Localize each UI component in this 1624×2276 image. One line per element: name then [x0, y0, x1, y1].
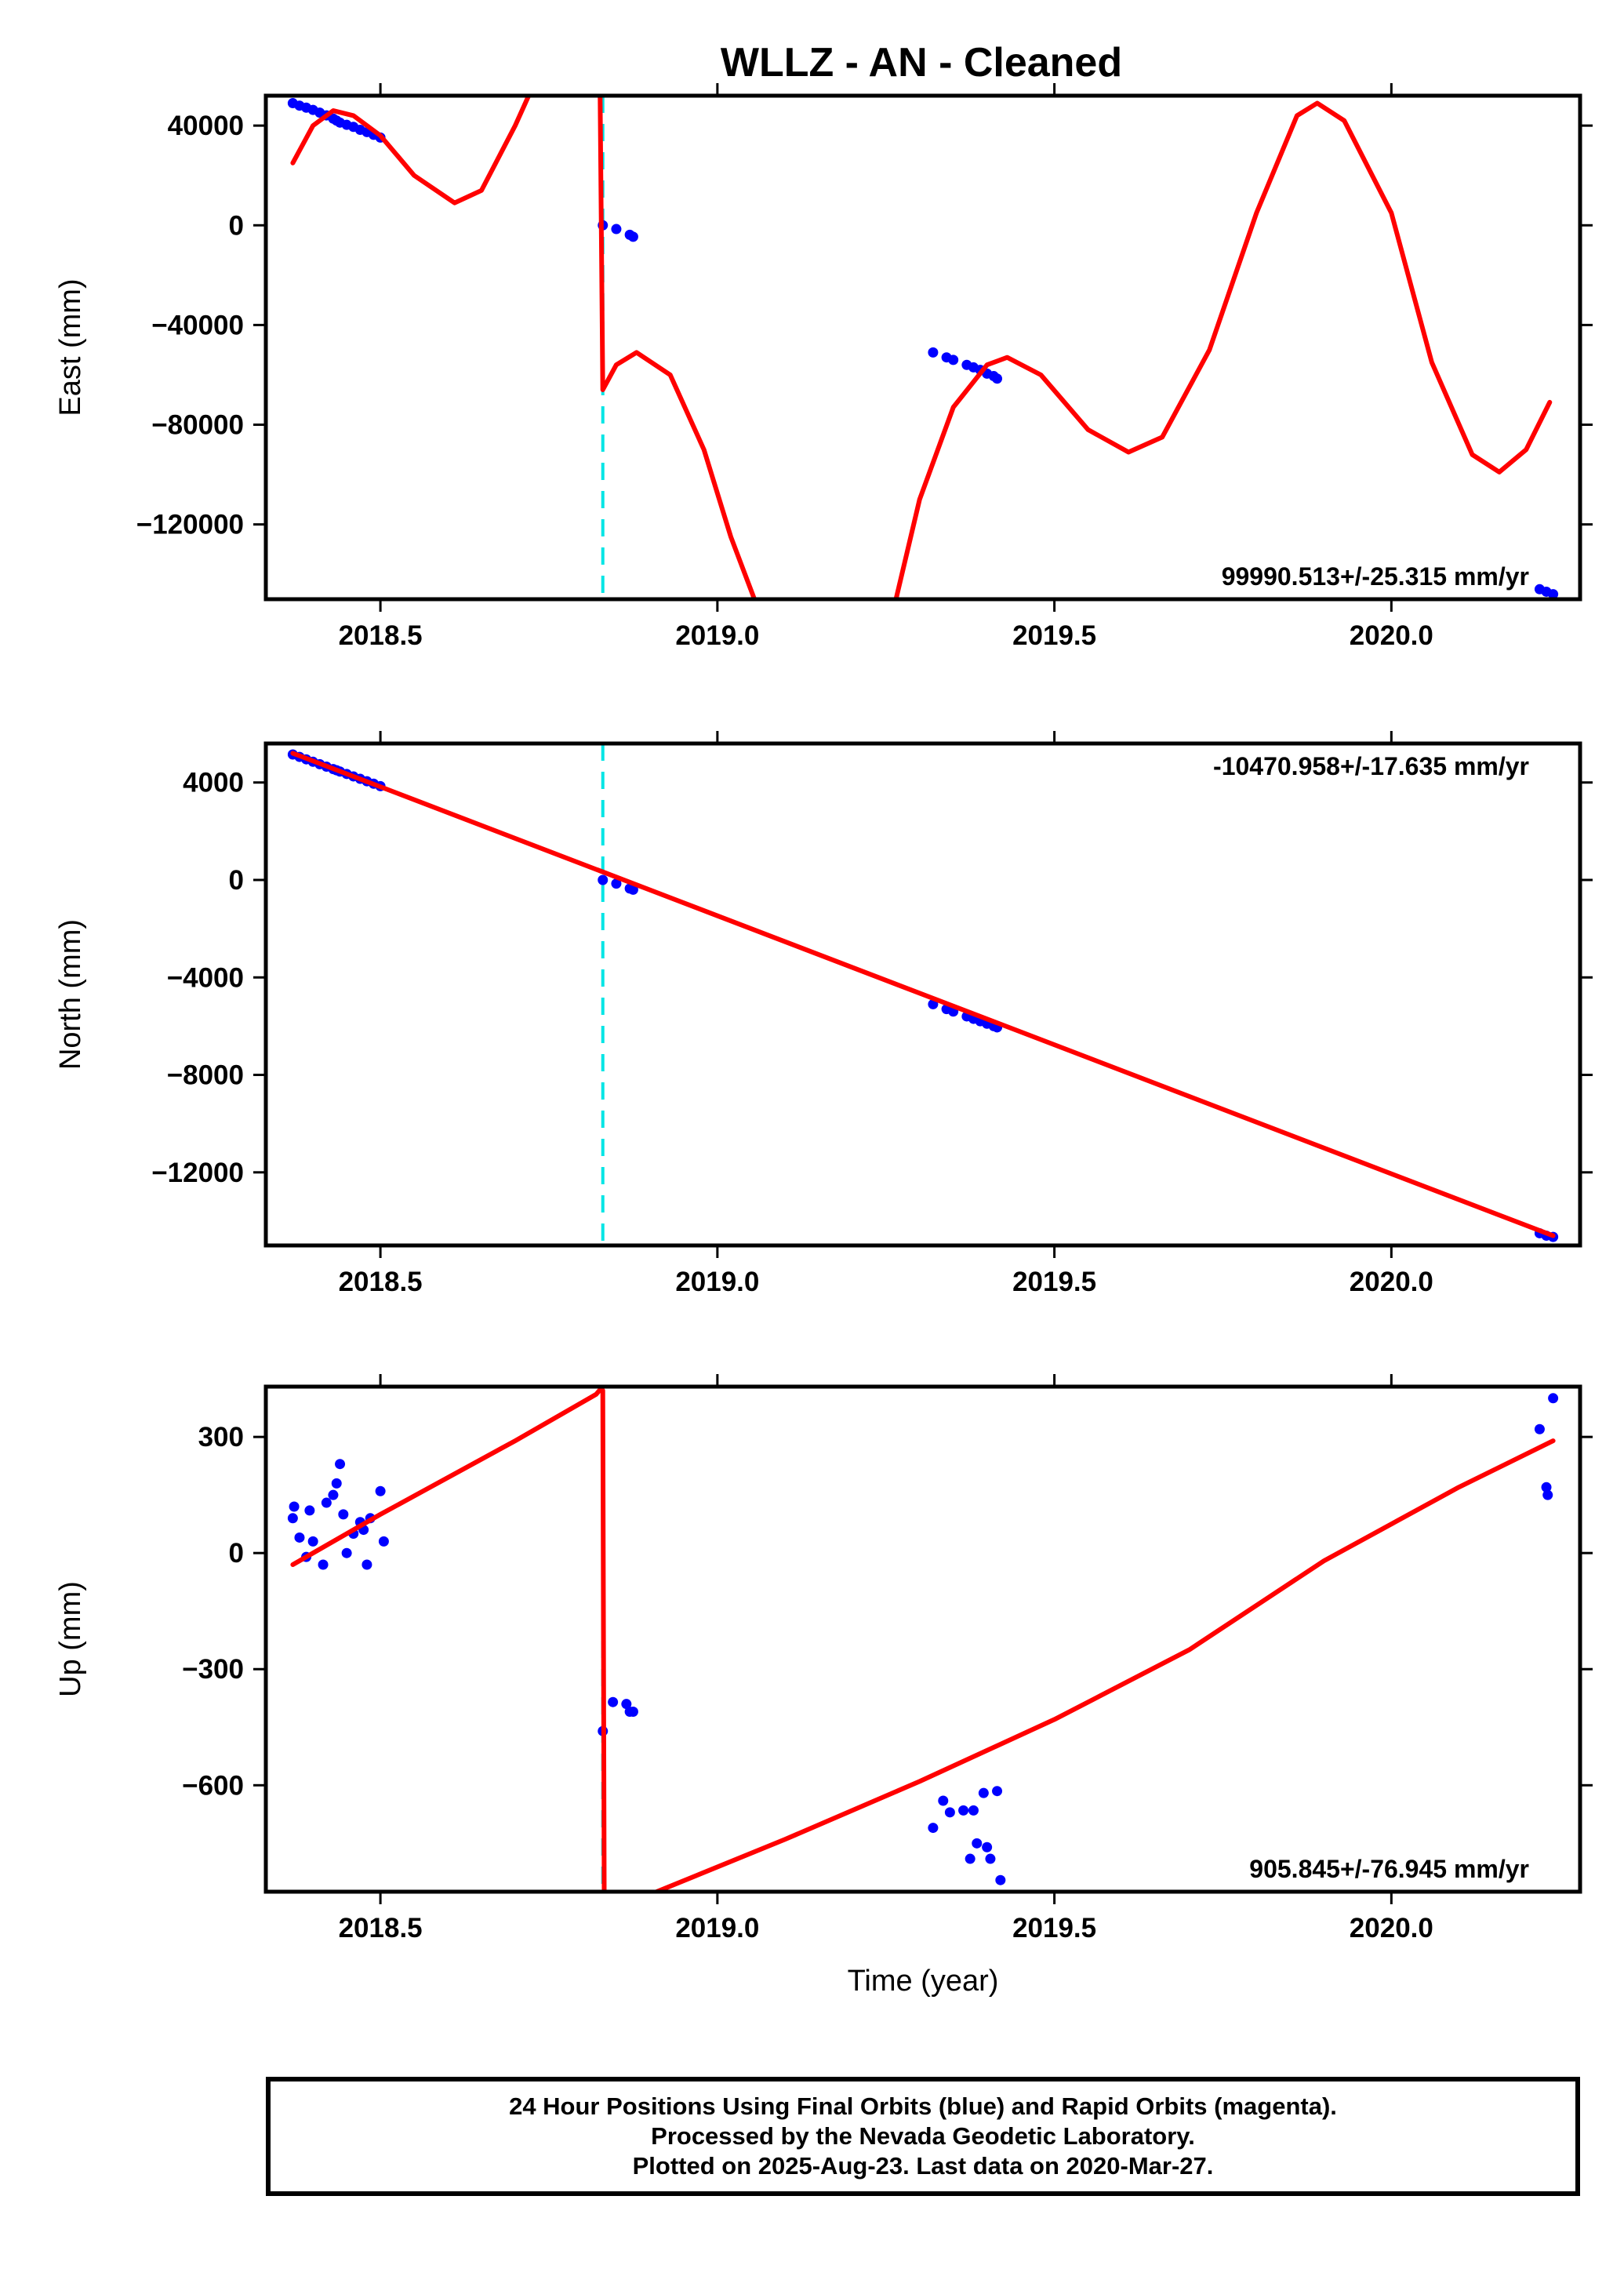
y-tick-label: −600 — [182, 1770, 244, 1801]
x-tick-label: 2018.5 — [339, 1913, 423, 1943]
data-point — [958, 1805, 969, 1816]
data-point — [611, 878, 622, 889]
data-point — [378, 1536, 389, 1547]
x-tick-label: 2019.0 — [675, 1267, 759, 1297]
data-point — [1542, 1489, 1553, 1500]
x-tick-label: 2019.0 — [675, 1913, 759, 1943]
panel-up: 2018.5 2019.0 2019.5 2020.0 300 0 −300 −600 Up (… — [54, 1374, 1593, 1998]
footer-line-1: 24 Hour Positions Using Final Orbits (bl… — [509, 2092, 1337, 2120]
data-point — [928, 1823, 939, 1834]
data-point — [287, 1513, 298, 1524]
data-point — [995, 1874, 1006, 1885]
rate-annotation: 99990.513+/-25.315 mm/yr — [1222, 562, 1529, 591]
x-tick-label: 2020.0 — [1350, 1267, 1433, 1297]
x-tick-label: 2020.0 — [1350, 620, 1433, 651]
y-tick-label: −300 — [182, 1654, 244, 1685]
data-point — [1548, 1393, 1559, 1404]
y-tick-label: 0 — [229, 210, 244, 241]
x-tick-label: 2019.0 — [675, 620, 759, 651]
y-tick-label: −4000 — [167, 962, 244, 993]
data-point — [611, 224, 622, 235]
data-point — [978, 1787, 989, 1798]
footer-line-3: Plotted on 2025-Aug-23. Last data on 202… — [632, 2152, 1214, 2180]
data-point — [375, 1485, 386, 1496]
x-tick-label: 2018.5 — [339, 1267, 423, 1297]
data-point — [627, 231, 638, 242]
data-point — [982, 1842, 993, 1852]
plot-area — [287, 96, 1559, 599]
data-point — [965, 1853, 975, 1864]
y-axis-label: East (mm) — [54, 278, 87, 416]
plot-area — [287, 1387, 1559, 1892]
data-point — [992, 1786, 1003, 1797]
data-point — [985, 1853, 996, 1864]
data-point — [331, 1478, 342, 1489]
x-tick-label: 2020.0 — [1350, 1913, 1433, 1943]
plot-frame — [263, 93, 1582, 602]
data-point — [598, 874, 609, 885]
data-point — [338, 1509, 349, 1520]
panels: 2018.5 2019.0 2019.5 2020.0400000−40000−800… — [54, 83, 1593, 1998]
y-tick-label: −8000 — [167, 1060, 244, 1091]
y-tick-label: −80000 — [151, 410, 244, 441]
y-tick-label: −12000 — [151, 1158, 244, 1188]
data-point — [944, 1807, 955, 1818]
plot-area — [287, 744, 1559, 1245]
x-tick-label: 2019.5 — [1012, 1267, 1096, 1297]
data-point — [341, 1547, 352, 1558]
footer-line-2: Processed by the Nevada Geodetic Laborat… — [651, 2122, 1195, 2150]
panel-east: 2018.5 2019.0 2019.5 2020.0 40000 0 −40000 −800… — [54, 83, 1593, 651]
y-tick-label: 0 — [229, 865, 244, 896]
y-axis-label: Up (mm) — [54, 1581, 87, 1697]
data-point — [289, 1501, 300, 1512]
data-point — [928, 347, 939, 358]
panel-north: 2018.5 2019.0 2019.5 2020.0 4000 0 −4000 −8000 −… — [54, 731, 1593, 1297]
data-point — [968, 1805, 979, 1816]
model-line — [598, 96, 758, 599]
data-point — [627, 884, 638, 895]
y-tick-label: −120000 — [136, 510, 244, 540]
data-point — [621, 1699, 632, 1710]
y-tick-label: 4000 — [183, 768, 244, 798]
x-tick-label: 2018.5 — [339, 620, 423, 651]
data-point — [304, 1505, 315, 1516]
y-tick-label: 0 — [229, 1538, 244, 1569]
rate-annotation: -10470.958+/-17.635 mm/yr — [1213, 752, 1529, 780]
data-point — [1548, 589, 1559, 599]
model-line — [654, 1438, 1556, 1892]
data-point — [627, 1707, 638, 1718]
footer-box: 24 Hour Positions Using Final Orbits (bl… — [266, 2077, 1580, 2196]
data-point — [321, 1497, 332, 1508]
data-point — [335, 1459, 346, 1470]
data-point — [1541, 1482, 1552, 1492]
y-axis-label: North (mm) — [54, 919, 87, 1070]
data-point — [307, 1536, 318, 1547]
data-point — [948, 354, 959, 365]
data-point — [972, 1838, 983, 1849]
x-tick-label: 2019.5 — [1012, 620, 1096, 651]
data-point — [938, 1795, 949, 1806]
y-tick-label: −40000 — [151, 310, 244, 340]
plot-frame — [263, 1384, 1582, 1894]
rate-annotation: 905.845+/-76.945 mm/yr — [1249, 1855, 1529, 1883]
x-axis-label: Time (year) — [848, 1965, 999, 1998]
model-line — [290, 96, 532, 205]
y-tick-label: 300 — [198, 1422, 244, 1452]
plot-frame — [263, 741, 1582, 1248]
model-line — [893, 100, 1553, 599]
data-point — [361, 1559, 372, 1570]
data-point — [1534, 1423, 1545, 1434]
model-line — [290, 1387, 607, 1892]
data-point — [318, 1559, 329, 1570]
x-tick-label: 2019.5 — [1012, 1913, 1096, 1943]
model-line — [290, 751, 1556, 1238]
data-point — [608, 1696, 619, 1707]
data-point — [294, 1532, 305, 1543]
chart-title: WLLZ - AN - Cleaned — [721, 40, 1122, 85]
y-tick-label: 40000 — [168, 111, 244, 141]
data-point — [992, 373, 1003, 384]
data-point — [328, 1489, 339, 1500]
